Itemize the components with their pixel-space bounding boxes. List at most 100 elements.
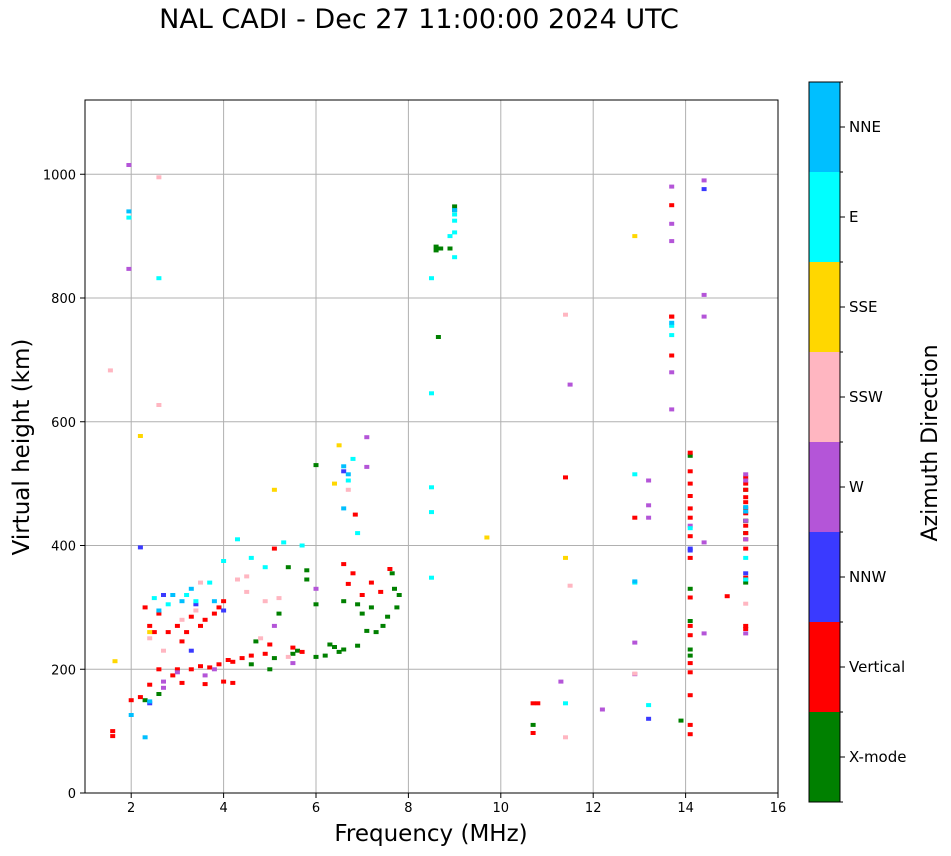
x-tick-label: 10 — [493, 801, 510, 816]
data-point — [743, 577, 749, 582]
data-point — [161, 679, 166, 684]
data-point — [341, 647, 347, 652]
data-point — [299, 543, 305, 548]
data-point — [156, 667, 162, 672]
data-point — [563, 475, 568, 480]
data-point — [687, 653, 693, 658]
data-point — [687, 595, 693, 600]
data-point — [355, 602, 361, 607]
data-point — [345, 487, 351, 492]
data-point — [687, 722, 693, 727]
x-tick-label: 16 — [770, 801, 787, 816]
data-point — [345, 581, 351, 586]
data-point — [687, 647, 693, 652]
data-point — [156, 608, 162, 613]
data-point — [313, 463, 319, 468]
data-point — [429, 276, 434, 281]
data-point — [332, 481, 337, 486]
data-point — [452, 212, 458, 217]
data-point — [211, 667, 217, 672]
data-point — [392, 586, 397, 591]
data-point — [281, 540, 287, 545]
data-point — [341, 506, 347, 511]
data-point — [743, 495, 749, 500]
data-point — [271, 487, 277, 492]
data-point — [743, 627, 749, 631]
y-axis: 0 200 400 600 800 1000 — [43, 168, 85, 802]
data-point — [202, 617, 208, 622]
data-point — [373, 630, 379, 635]
data-point — [262, 599, 268, 604]
data-point — [126, 215, 132, 220]
data-point — [285, 565, 291, 570]
series-ssw — [107, 175, 749, 740]
data-point — [669, 314, 675, 319]
data-point — [687, 523, 693, 528]
data-point — [126, 266, 132, 271]
data-point — [368, 605, 374, 610]
data-point — [248, 653, 254, 658]
data-point — [174, 623, 180, 628]
data-point — [687, 453, 693, 458]
data-point — [198, 623, 203, 628]
data-point — [743, 487, 749, 492]
data-point — [646, 716, 652, 721]
data-point — [142, 735, 148, 740]
data-point — [211, 599, 217, 604]
data-point — [669, 353, 675, 358]
data-point — [107, 368, 113, 373]
data-point — [429, 485, 434, 490]
data-point — [253, 639, 259, 644]
data-point — [743, 475, 749, 480]
data-point — [743, 580, 749, 585]
data-point — [724, 594, 730, 599]
data-point — [248, 662, 254, 667]
data-point — [128, 698, 134, 703]
data-point — [350, 571, 356, 576]
data-point — [438, 246, 444, 251]
data-point — [687, 526, 693, 531]
colorbar-swatch — [809, 172, 840, 262]
data-point — [179, 680, 185, 685]
data-point — [137, 695, 143, 700]
colorbar-tick-label: X-mode — [849, 748, 906, 766]
data-point — [165, 602, 171, 607]
data-point — [563, 312, 568, 317]
data-point — [290, 661, 296, 666]
data-point — [165, 630, 171, 635]
data-point — [126, 163, 132, 167]
data-point — [147, 682, 153, 687]
data-point — [530, 701, 536, 706]
data-point — [184, 630, 190, 635]
data-point — [188, 614, 194, 619]
series-nne — [126, 208, 749, 740]
data-point — [156, 403, 162, 407]
y-tick-label: 400 — [51, 540, 76, 555]
data-point — [313, 602, 319, 607]
data-point — [221, 608, 227, 613]
data-point — [295, 648, 300, 653]
data-points — [107, 163, 749, 740]
data-point — [336, 443, 342, 448]
data-point — [341, 562, 347, 567]
data-point — [701, 292, 707, 297]
data-point — [345, 472, 351, 477]
data-point — [687, 693, 693, 698]
data-point — [193, 608, 199, 613]
data-point — [202, 673, 208, 678]
data-point — [188, 648, 194, 653]
data-point — [743, 631, 749, 636]
data-point — [368, 580, 374, 585]
data-point — [161, 648, 166, 653]
data-point — [156, 692, 162, 696]
data-point — [271, 656, 277, 661]
series-sse — [112, 234, 638, 664]
x-axis-label: Frequency (MHz) — [334, 821, 527, 847]
data-point — [701, 178, 707, 183]
data-point — [646, 478, 652, 483]
data-point — [429, 391, 434, 396]
data-point — [669, 320, 675, 325]
data-point — [112, 659, 118, 664]
data-point — [632, 472, 638, 477]
